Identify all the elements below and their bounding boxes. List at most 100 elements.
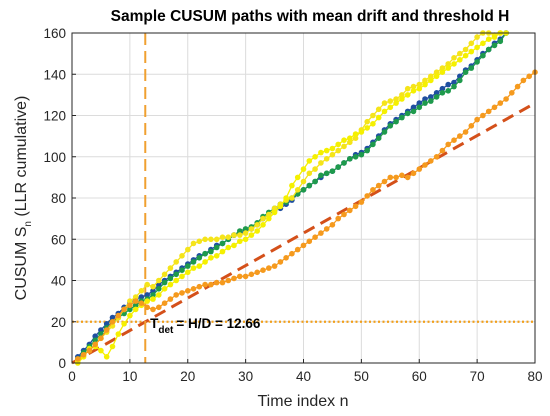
series-point <box>156 277 162 284</box>
series-point <box>480 40 486 47</box>
series-point <box>92 341 98 348</box>
series-point <box>457 77 463 84</box>
series-point <box>381 129 388 135</box>
series-point <box>237 228 243 234</box>
series-point <box>433 90 440 96</box>
series-point <box>121 306 127 313</box>
series-point <box>109 314 116 321</box>
y-axis-label-subscript: n <box>23 221 34 227</box>
series-point <box>208 281 214 288</box>
series-point <box>196 238 203 245</box>
series-point <box>231 232 237 238</box>
series-point <box>375 106 382 113</box>
series-point <box>445 61 452 67</box>
series-point <box>318 149 324 156</box>
series-point <box>497 100 504 106</box>
series-point <box>491 34 498 40</box>
series-point <box>266 211 272 218</box>
series-point <box>225 244 232 251</box>
series-point <box>190 259 197 265</box>
series-point <box>387 174 394 181</box>
series-point <box>312 154 318 160</box>
series-point <box>271 209 278 216</box>
series-point <box>468 65 475 71</box>
series-point <box>474 44 480 51</box>
series-point <box>387 104 394 111</box>
y-tick-label: 100 <box>43 150 66 165</box>
series-point <box>80 352 87 358</box>
series-point <box>132 302 139 309</box>
series-point <box>445 88 452 94</box>
series-point <box>410 108 417 115</box>
series-point <box>254 228 260 234</box>
series-point <box>271 205 278 212</box>
series-point <box>393 174 399 181</box>
series-point <box>445 65 452 71</box>
series-point <box>422 81 428 88</box>
series-point <box>185 269 191 276</box>
series-point <box>358 151 365 158</box>
x-tick-label: 30 <box>238 369 253 384</box>
series-layer <box>75 30 538 366</box>
series-point <box>289 182 295 189</box>
series-point <box>433 73 440 80</box>
series-point <box>468 123 475 129</box>
series-point <box>433 69 440 75</box>
series-point <box>300 166 307 172</box>
series-point <box>173 271 179 278</box>
series-point <box>312 234 318 240</box>
series-point <box>115 312 122 319</box>
series-point <box>260 267 266 274</box>
series-point <box>474 116 480 123</box>
series-point <box>150 283 156 290</box>
series-point <box>132 298 139 304</box>
series-point <box>404 85 411 92</box>
series-point <box>237 273 243 280</box>
series-point <box>364 193 371 199</box>
series-point <box>329 168 336 174</box>
series-point <box>323 226 330 232</box>
series-point <box>196 283 203 290</box>
y-tick-label: 60 <box>51 232 66 247</box>
series-point <box>103 327 110 333</box>
series-point <box>277 203 284 210</box>
series-point <box>260 215 266 222</box>
series-point <box>462 52 469 59</box>
series-point <box>526 73 532 80</box>
x-tick-label: 60 <box>412 369 427 384</box>
series-point <box>416 81 423 88</box>
series-point <box>399 92 405 98</box>
series-point <box>375 182 382 189</box>
series-point <box>341 211 347 218</box>
series-point <box>196 263 203 269</box>
x-axis-label: Time index n <box>258 393 349 410</box>
series-point <box>161 300 168 307</box>
series-point <box>428 73 434 80</box>
x-tick-label: 40 <box>296 369 311 384</box>
series-point <box>289 195 295 201</box>
series-point <box>294 187 301 193</box>
series-point <box>416 166 423 172</box>
series-point <box>387 98 394 104</box>
series-point <box>416 104 423 111</box>
series-point <box>364 118 371 125</box>
x-axis-ticks: 0 10 20 30 40 50 60 70 80 <box>68 359 543 384</box>
series-point <box>509 90 515 96</box>
series-point <box>335 141 342 148</box>
series-point <box>225 234 232 240</box>
series-point <box>468 40 475 47</box>
series-point <box>75 356 81 362</box>
series-point <box>254 269 260 276</box>
series-point <box>283 254 289 261</box>
series-point <box>109 319 116 325</box>
series-point <box>167 265 174 271</box>
series-point <box>352 154 359 160</box>
series-point <box>156 304 162 311</box>
series-point <box>132 306 139 313</box>
series-point <box>225 277 232 284</box>
series-point <box>300 178 307 185</box>
series-point <box>185 288 191 294</box>
series-point <box>428 98 434 104</box>
series-point <box>329 222 336 228</box>
series-point <box>248 226 255 232</box>
